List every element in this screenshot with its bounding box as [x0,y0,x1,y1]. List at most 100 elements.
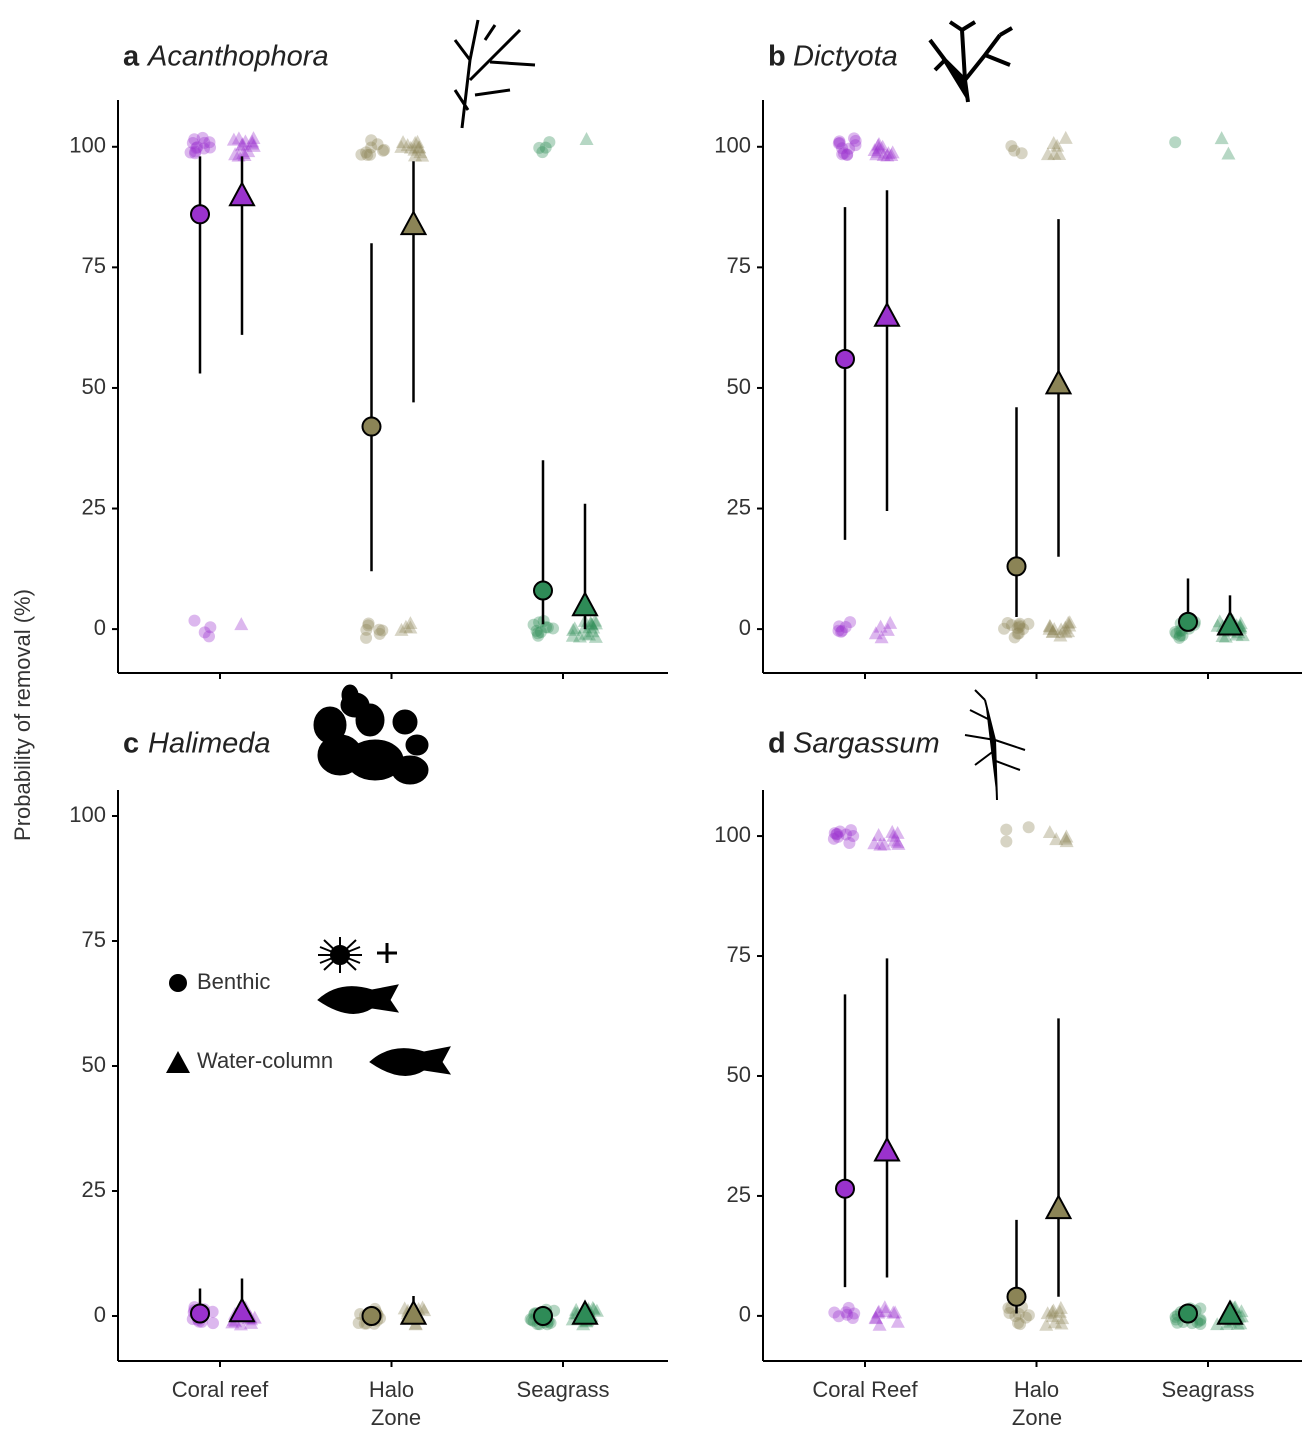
x-axis-title: Zone [371,1405,421,1430]
y-tick-label: 100 [69,802,106,827]
panel-label: a [123,41,140,73]
y-tick-label: 100 [69,133,106,158]
mean-point [1008,1288,1026,1306]
figure: Probability of removal (%) Zone Zone Ben… [0,0,1303,1431]
panel-label: b [768,41,786,73]
raw-point [1002,617,1014,629]
mean-point [1179,1304,1197,1322]
raw-point [883,616,897,629]
mean-point [402,212,426,234]
raw-point [1017,623,1029,635]
raw-point [1054,1301,1068,1314]
raw-point [360,632,372,644]
mean-point [836,350,854,368]
x-tick-label: Seagrass [1162,1377,1255,1402]
y-tick-label: 75 [82,927,106,952]
raw-point [204,142,216,154]
mean-point [191,1305,209,1323]
raw-point [188,615,200,627]
x-tick-label: Halo [369,1377,414,1402]
mean-point [875,304,899,326]
y-tick-label: 50 [82,374,106,399]
mean-point [363,1307,381,1325]
panel-title: Dictyota [793,41,898,73]
raw-point [836,142,848,154]
panel-title: Acanthophora [146,41,329,73]
raw-point [1221,147,1235,160]
y-tick-label: 25 [82,494,106,519]
mean-point [230,183,254,205]
mean-point [1047,1196,1071,1218]
raw-point [532,630,544,642]
x-axis-title: Zone [1012,1405,1062,1430]
raw-point [1023,821,1035,833]
raw-point [1012,1317,1024,1329]
raw-point [360,146,372,158]
mean-point [191,205,209,223]
y-tick-label: 50 [82,1052,106,1077]
raw-point [830,828,842,840]
y-tick-label: 0 [739,1302,751,1327]
panel-title: Sargassum [793,728,940,760]
y-tick-label: 50 [727,374,751,399]
raw-point [1000,824,1012,836]
mean-point [1047,371,1071,393]
raw-point [1005,140,1017,152]
mean-point [573,593,597,615]
y-tick-label: 100 [714,822,751,847]
mean-point [875,1138,899,1160]
y-tick-label: 75 [727,253,751,278]
raw-point [547,622,559,634]
raw-point [845,824,857,836]
y-tick-label: 50 [727,1062,751,1087]
mean-point [836,1180,854,1198]
dictyota-icon [930,22,1012,102]
x-tick-label: Seagrass [517,1377,610,1402]
raw-point [185,146,197,158]
raw-point [376,624,388,636]
raw-point [528,619,540,631]
raw-point [1003,1307,1015,1319]
raw-point [833,620,845,632]
legend-label: Benthic [197,969,270,994]
legend-label: Water-column [197,1048,333,1073]
panel-label: c [123,728,139,760]
y-tick-label: 75 [82,253,106,278]
halimeda-icon [314,685,428,784]
x-tick-label: Halo [1014,1377,1059,1402]
y-tick-label: 0 [94,1302,106,1327]
y-tick-label: 25 [82,1177,106,1202]
raw-point [1043,825,1057,838]
raw-point [848,132,860,144]
fish-icon [370,1047,450,1075]
raw-point [580,132,594,145]
panel-title: Halimeda [148,728,271,760]
mean-point [363,418,381,436]
raw-point [841,1309,853,1321]
raw-point [1059,830,1073,843]
mean-point [534,582,552,600]
raw-point [1215,131,1229,144]
raw-point [1170,628,1182,640]
raw-point [543,136,555,148]
x-tick-label: Coral reef [172,1377,269,1402]
raw-point [362,619,374,631]
x-tick-label: Coral Reef [812,1377,918,1402]
raw-point [533,142,545,154]
raw-point [234,617,248,630]
legend-marker [169,974,187,992]
panel-label: d [768,728,786,760]
raw-point [1016,147,1028,159]
y-tick-label: 0 [739,615,751,640]
mean-point [1179,613,1197,631]
raw-point [1023,1309,1035,1321]
y-tick-label: 25 [727,494,751,519]
legend-marker [166,1051,190,1073]
y-tick-label: 25 [727,1182,751,1207]
fish-icon [318,985,398,1013]
y-axis-title: Probability of removal (%) [10,589,35,841]
y-tick-label: 0 [94,615,106,640]
urchin-icon [318,937,397,973]
mean-point [534,1307,552,1325]
sargassum-icon [965,690,1025,800]
